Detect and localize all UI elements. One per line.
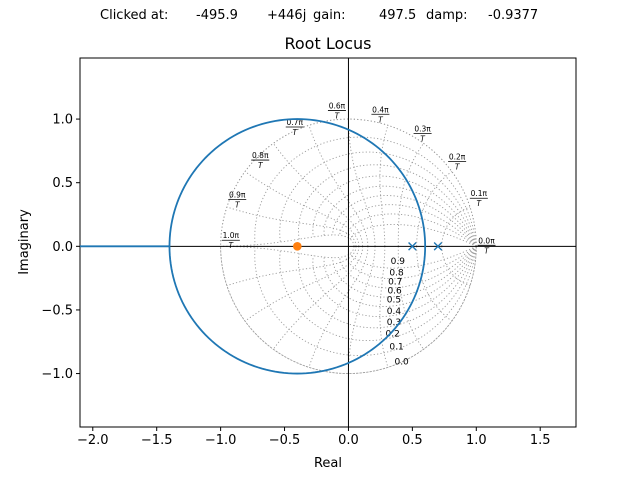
damping-curve [254,136,477,247]
frequency-label: 0.7π [287,118,304,127]
clicked-at-label: Clicked at: [100,8,169,23]
damping-curve [254,246,477,356]
damping-curve [349,245,477,269]
damping-ratio-label: 0.9 [391,257,406,267]
frequency-curve [397,143,424,247]
damping-curve [220,118,477,247]
pole-marker [433,242,443,251]
x-tick-label: 0.0 [338,433,359,448]
damping-curve [220,246,477,375]
frequency-curve [244,246,360,322]
damping-ratio-label: 0.3 [387,318,401,328]
x-tick-label: −1.5 [141,433,173,448]
frequency-label: 1.0π [223,231,240,240]
plot-frame [79,57,577,428]
damping-ratio-label: 0.4 [387,307,402,317]
frequency-label: 0.0π [478,236,495,245]
clicked-real-value: -495.9 [196,8,238,23]
damping-curve [323,246,477,307]
frequency-curve [220,245,355,259]
frequency-label-denominator: T [378,115,384,124]
frequency-label: 0.3π [414,124,431,133]
frequency-curve [308,246,369,368]
damping-ratio-label: 0.8 [389,269,404,279]
frequency-label-denominator: T [477,199,483,208]
frequency-curve [220,234,355,247]
locus-group [80,118,443,375]
y-tick-label: 0.0 [52,240,73,255]
damping-curve [298,164,477,247]
frequency-curve [416,246,453,322]
damping-ratio-label: 0.7 [388,277,402,287]
damping-curve [349,224,477,247]
damping-curve [279,246,477,342]
frequency-curve [244,171,360,247]
frequency-label: 0.1π [471,189,488,198]
x-tick-label: 0.5 [402,433,423,448]
y-tick-label: 0.5 [52,176,73,191]
zgrid: 0.90.80.70.60.50.40.30.20.10.00.0πT0.1πT… [80,58,576,427]
y-axis-label: Imaginary [17,209,32,275]
damping-ratio-label: 0.2 [386,330,400,340]
damping-ratio-label: 0.0 [394,358,409,368]
x-tick-label: −0.5 [269,433,301,448]
chart-title: Root Locus [284,34,371,53]
y-tick-label: −1.0 [41,367,73,382]
frequency-label-denominator: T [484,246,490,255]
frequency-label: 0.6π [329,101,346,110]
damping-ratio-label: 0.5 [387,295,401,305]
click-readout: Clicked at: -495.9 +446j gain: 497.5 dam… [0,8,640,26]
frequency-curve [441,246,471,287]
pole-marker [408,242,417,251]
x-axis-label: Real [314,456,342,471]
damping-curve [339,246,477,289]
damping-ratio-label: 0.6 [387,286,402,296]
frequency-label-denominator: T [420,134,426,143]
x-tick-label: −2.0 [77,433,109,448]
frequency-label-denominator: T [235,201,241,210]
damping-curve [332,246,477,298]
clicked-imag-value: +446j [267,8,307,23]
frequency-curve [308,125,369,247]
damp-label: damp: [426,8,468,23]
damping-curve [339,204,477,247]
frequency-label-denominator: T [455,162,461,171]
frequency-label: 0.8π [252,151,269,160]
damping-curve [323,185,477,247]
frequency-label-denominator: T [258,161,264,170]
frequency-label-denominator: T [229,241,235,250]
damping-curve [279,151,477,247]
frequency-curve [441,206,471,247]
axis-ticks: −2.0 −1.5 −1.0 −0.5 0.0 0.5 1.0 1.5 −1.0 −0.5 0.0 0… [41,113,550,448]
frequency-curve [272,143,364,247]
gain-label: gain: [313,8,346,23]
gain-value: 497.5 [379,8,417,23]
frequency-curve [272,246,364,350]
x-tick-label: 1.5 [530,433,551,448]
damping-curve [332,195,477,247]
frequency-curve [348,119,376,247]
frequency-label-denominator: T [335,111,341,120]
frequency-label-denominator: T [292,128,298,137]
x-tick-label: 1.0 [466,433,487,448]
frequency-curve [348,246,376,374]
damping-curve [344,213,477,247]
x-tick-label: −1.0 [205,433,237,448]
damping-curve [312,175,477,247]
frequency-curve [416,171,453,247]
clicked-point-marker [293,242,302,251]
frequency-label: 0.9π [229,191,246,200]
frequency-label: 0.4π [372,105,389,114]
y-tick-label: 1.0 [52,113,73,128]
damp-value: -0.9377 [488,8,539,23]
y-tick-label: −0.5 [41,303,73,318]
damping-ratio-label: 0.1 [389,342,403,352]
frequency-label: 0.2π [449,152,466,161]
damping-curve [344,245,477,280]
